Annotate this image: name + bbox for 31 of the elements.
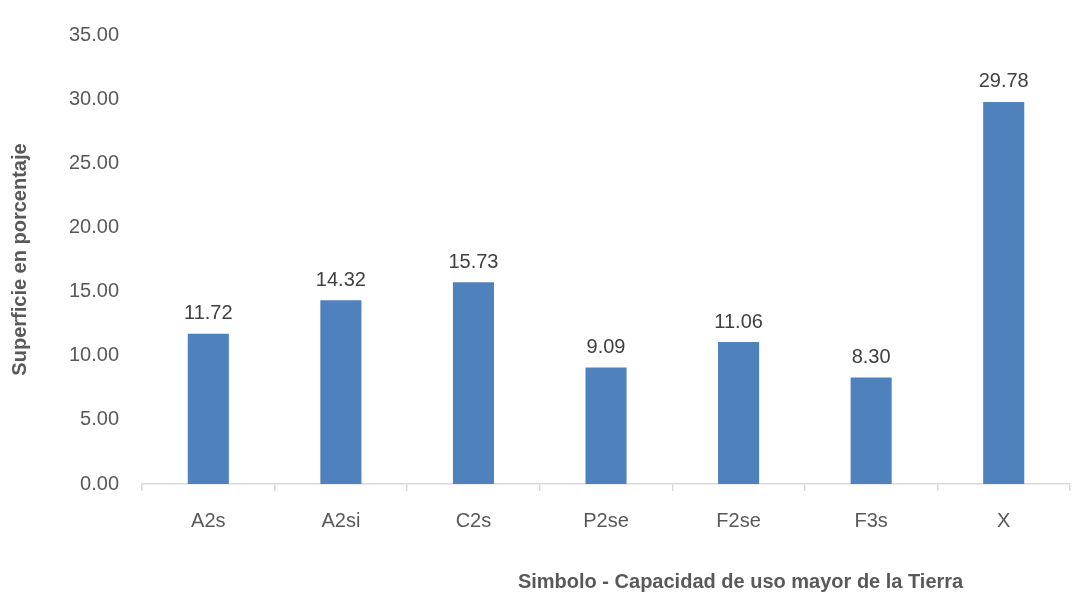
x-tick-label: A2s xyxy=(191,508,226,531)
x-tick-label: A2si xyxy=(321,508,361,531)
y-axis-title: Superficie en porcentaje xyxy=(7,143,30,376)
x-axis-title: Simbolo - Capacidad de uso mayor de la Tierra xyxy=(517,569,965,592)
y-tick-label: 5.00 xyxy=(80,407,120,430)
bar xyxy=(452,282,495,484)
y-tick-label: 25.00 xyxy=(68,150,120,173)
y-tick-label: 35.00 xyxy=(68,22,120,45)
x-tick-label: P2se xyxy=(583,508,629,531)
y-tick-label: 30.00 xyxy=(68,86,120,109)
data-label: 11.06 xyxy=(714,309,763,332)
bar xyxy=(320,300,362,484)
data-label: 15.73 xyxy=(448,249,499,272)
data-label: 8.30 xyxy=(851,345,891,368)
x-tick-label: F2se xyxy=(716,508,761,531)
bar xyxy=(187,333,229,484)
data-label: 9.09 xyxy=(586,334,626,357)
x-tick-label: C2s xyxy=(455,508,492,531)
bar xyxy=(718,342,760,484)
y-tick-label: 10.00 xyxy=(68,343,120,366)
y-tick-label: 0.00 xyxy=(80,471,120,494)
data-label: 14.32 xyxy=(315,267,366,290)
bar xyxy=(983,101,1025,484)
y-tick-label: 20.00 xyxy=(68,214,120,237)
data-label: 11.72 xyxy=(184,301,233,324)
data-label: 29.78 xyxy=(978,69,1029,92)
bar xyxy=(585,367,627,484)
bar xyxy=(850,377,892,484)
x-tick-label: X xyxy=(997,508,1011,531)
x-tick-label: F3s xyxy=(854,508,888,531)
y-tick-label: 15.00 xyxy=(68,279,120,302)
